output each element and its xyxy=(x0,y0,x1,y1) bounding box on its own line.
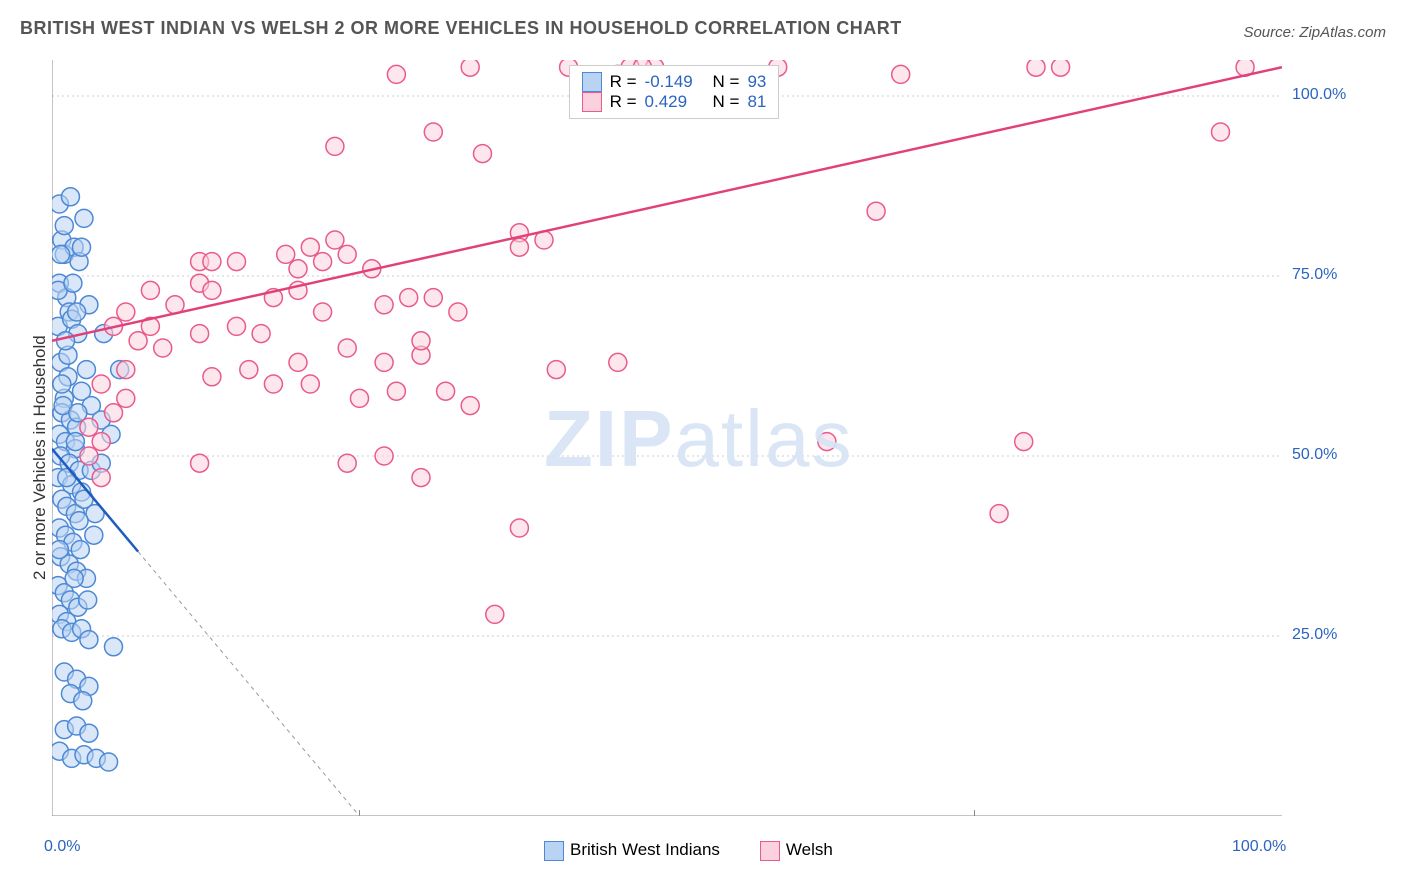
y-tick-label: 75.0% xyxy=(1292,266,1337,284)
legend-n-value: 93 xyxy=(747,72,766,92)
legend-n-label: N = xyxy=(713,72,740,92)
series-legend: British West Indians Welsh xyxy=(544,840,833,861)
legend-swatch-a xyxy=(544,841,564,861)
stats-legend-row: R = -0.149 N = 93 xyxy=(582,72,767,92)
source-attribution: Source: ZipAtlas.com xyxy=(1243,24,1386,41)
legend-swatch xyxy=(582,92,602,112)
legend-r-value: -0.149 xyxy=(645,72,705,92)
legend-n-value: 81 xyxy=(747,92,766,112)
x-tick-label: 0.0% xyxy=(44,838,80,856)
y-tick-label: 100.0% xyxy=(1292,86,1346,104)
legend-r-value: 0.429 xyxy=(645,92,705,112)
x-tick-label: 100.0% xyxy=(1232,838,1286,856)
stats-legend: R = -0.149 N = 93 R = 0.429 N = 81 xyxy=(569,65,780,119)
legend-swatch-b xyxy=(760,841,780,861)
legend-r-label: R = xyxy=(610,72,637,92)
legend-n-label: N = xyxy=(713,92,740,112)
y-axis-label: 2 or more Vehicles in Household xyxy=(30,335,50,580)
legend-swatch xyxy=(582,72,602,92)
scatter-plot xyxy=(52,60,1282,816)
chart-container: BRITISH WEST INDIAN VS WELSH 2 OR MORE V… xyxy=(0,0,1406,892)
y-tick-label: 50.0% xyxy=(1292,446,1337,464)
y-tick-label: 25.0% xyxy=(1292,626,1337,644)
stats-legend-row: R = 0.429 N = 81 xyxy=(582,92,767,112)
chart-title: BRITISH WEST INDIAN VS WELSH 2 OR MORE V… xyxy=(20,18,902,39)
legend-r-label: R = xyxy=(610,92,637,112)
legend-label-b: Welsh xyxy=(786,840,833,859)
legend-label-a: British West Indians xyxy=(570,840,720,859)
